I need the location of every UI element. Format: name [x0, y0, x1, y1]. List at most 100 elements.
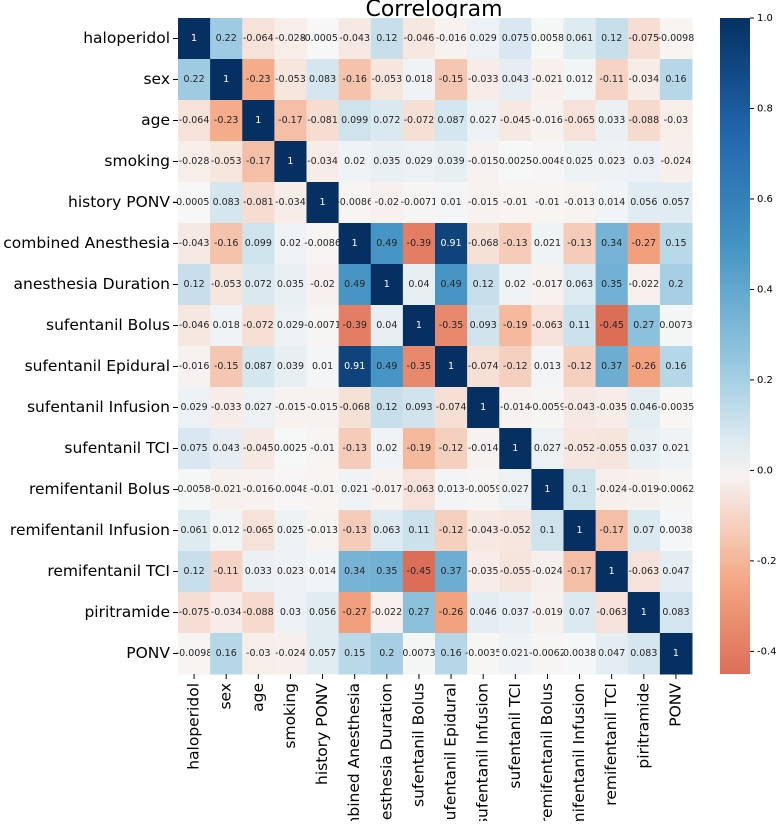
- cell-label: -0.11: [599, 74, 624, 85]
- cell-label: 0.02: [376, 443, 397, 454]
- heatmap-cell: [659, 551, 693, 593]
- heatmap-cell: [242, 592, 275, 634]
- heatmap-cell: [338, 141, 372, 183]
- heatmap-cell: [402, 223, 436, 265]
- cell-label: -0.024: [275, 648, 306, 659]
- heatmap-cell: [659, 264, 693, 306]
- heatmap-cell: [210, 428, 243, 470]
- heatmap-cell: [338, 59, 372, 101]
- colorbar-tick-label: 0.0: [757, 465, 773, 476]
- heatmap-cell: [563, 223, 597, 265]
- cell-label: -0.01: [310, 443, 335, 454]
- cell-label: -0.064: [179, 115, 210, 126]
- cell-label: 0.03: [633, 156, 654, 167]
- cell-label: -0.063: [404, 484, 435, 495]
- cell-label: 0.021: [534, 238, 561, 249]
- cell-label: 0.0025: [274, 443, 307, 454]
- heatmap-cell: [627, 551, 661, 593]
- heatmap-cell: [274, 633, 307, 675]
- cell-label: -0.0062: [658, 484, 695, 495]
- cell-label: -0.068: [339, 402, 370, 413]
- heatmap-cell: [531, 551, 564, 593]
- heatmap-cell: [435, 469, 468, 511]
- cell-label: -0.063: [629, 566, 660, 577]
- cell-label: -0.053: [275, 74, 306, 85]
- heatmap-cell: [178, 551, 211, 593]
- cell-label: 0.014: [309, 566, 336, 577]
- heatmap-cell: [499, 346, 532, 388]
- cell-label: 0.063: [373, 525, 400, 536]
- cell-label: 1: [641, 607, 647, 618]
- cell-label: -0.016: [243, 484, 274, 495]
- cell-label: -0.046: [179, 320, 210, 331]
- heatmap-cell: [467, 18, 500, 60]
- y-tick-label: combined Anesthesia: [3, 234, 170, 252]
- cell-label: 0.0058: [177, 484, 210, 495]
- cell-label: -0.01: [535, 197, 560, 208]
- cell-label: -0.065: [243, 525, 274, 536]
- heatmap-cell: [659, 141, 693, 183]
- heatmap-cell: [306, 469, 340, 511]
- heatmap-cell: [402, 141, 436, 183]
- cell-label: -0.17: [567, 566, 592, 577]
- heatmap-cell: [531, 387, 564, 429]
- cell-label: 0.34: [601, 238, 622, 249]
- heatmap-cell: [370, 510, 404, 552]
- heatmap-cell: [306, 100, 340, 142]
- heatmap-cell: [467, 223, 500, 265]
- cell-label: -0.017: [372, 484, 403, 495]
- heatmap-cell: [467, 469, 500, 511]
- y-tick-label: sufentanil Infusion: [27, 398, 170, 416]
- cell-label: -0.052: [500, 525, 531, 536]
- cell-label: -0.0071: [304, 320, 341, 331]
- heatmap-cell: [563, 305, 597, 347]
- heatmap-cell: [627, 633, 661, 675]
- heatmap-cell: [274, 59, 307, 101]
- cell-label: 0.0038: [563, 648, 596, 659]
- cell-label: -0.13: [342, 443, 367, 454]
- heatmap-cell: [210, 633, 243, 675]
- x-tick-label: age: [249, 683, 267, 712]
- heatmap-cell: [499, 551, 532, 593]
- cell-label: 0.12: [183, 279, 204, 290]
- heatmap-cell: [242, 387, 275, 429]
- cell-label: 0.01: [440, 197, 461, 208]
- heatmap-cell: [435, 592, 468, 634]
- heatmap-cell: [531, 469, 564, 511]
- heatmap-cell: [531, 428, 564, 470]
- heatmap-cell: [242, 18, 275, 60]
- x-tick-label: sex: [217, 683, 235, 710]
- heatmap-cell: [306, 428, 340, 470]
- heatmap-cell: [595, 510, 629, 552]
- cell-label: -0.053: [211, 279, 242, 290]
- heatmap-cell: [178, 18, 211, 60]
- heatmap-cell: [563, 387, 597, 429]
- heatmap-cell: [435, 223, 468, 265]
- cell-label: 0.083: [309, 74, 336, 85]
- heatmap-cell: [595, 223, 629, 265]
- heatmap-cell: [467, 633, 500, 675]
- cell-label: 0.072: [245, 279, 272, 290]
- colorbar-tick-label: 1.0: [757, 13, 773, 24]
- heatmap-cell: [274, 592, 307, 634]
- heatmap-cell: [178, 182, 211, 224]
- cell-label: -0.15: [214, 361, 239, 372]
- heatmap-cell: [627, 182, 661, 224]
- x-tick-label: sufentanil Epidural: [442, 683, 460, 821]
- heatmap-cell: [499, 141, 532, 183]
- cell-label: 0.018: [213, 320, 240, 331]
- cell-label: -0.014: [468, 443, 499, 454]
- cell-label: -0.088: [243, 607, 274, 618]
- cell-label: 0.91: [344, 361, 365, 372]
- heatmap-cell: [210, 264, 243, 306]
- cell-label: -0.019: [532, 607, 563, 618]
- heatmap-cell: [370, 633, 404, 675]
- cell-label: 0.099: [245, 238, 272, 249]
- cell-label: -0.015: [275, 402, 306, 413]
- cell-label: -0.055: [596, 443, 627, 454]
- cell-label: -0.0059: [529, 402, 566, 413]
- x-tick-label: remifentanil Infusion: [570, 683, 588, 821]
- cell-label: -0.12: [439, 443, 464, 454]
- cell-label: 0.27: [633, 320, 654, 331]
- cell-label: 0.03: [280, 607, 301, 618]
